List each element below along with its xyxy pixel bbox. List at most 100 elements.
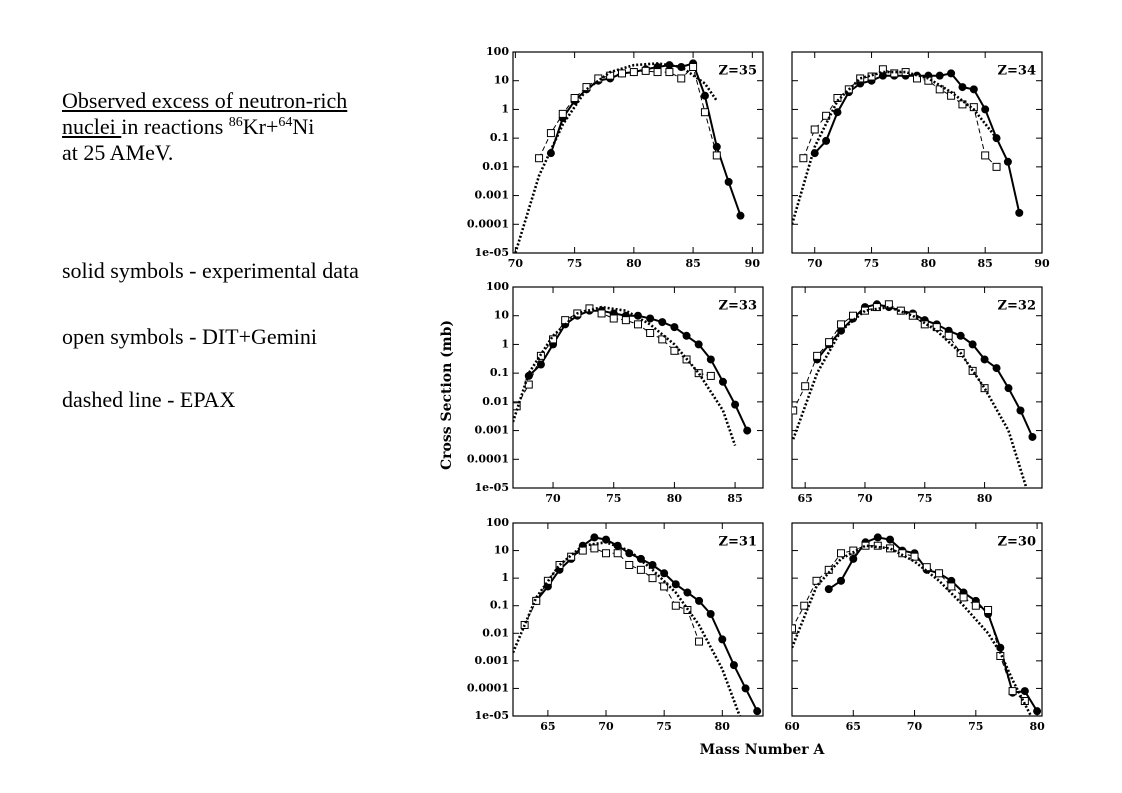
data-point xyxy=(532,596,541,605)
data-point xyxy=(753,707,762,716)
data-point xyxy=(810,125,819,134)
data-point xyxy=(878,65,887,74)
plot-area xyxy=(513,304,752,447)
mass-number: 64 xyxy=(278,115,293,130)
data-point xyxy=(980,384,989,393)
y-tick-label: 1 xyxy=(501,571,509,584)
heading: Observed excess of neutron-rich xyxy=(62,88,347,114)
y-tick-label: 0.01 xyxy=(482,160,509,173)
y-tick-label: 0.1 xyxy=(490,131,509,144)
data-point xyxy=(546,149,555,158)
series-line xyxy=(528,309,749,432)
panel-label: Z=32 xyxy=(998,299,1036,314)
data-point xyxy=(634,311,642,320)
series-line xyxy=(535,536,759,712)
y-tick-label: 0.1 xyxy=(490,366,509,379)
data-point xyxy=(1033,707,1042,716)
data-point xyxy=(549,335,558,344)
data-point xyxy=(660,569,669,578)
y-tick-label: 0.0001 xyxy=(467,681,509,694)
plot-area xyxy=(792,533,1042,716)
data-point xyxy=(558,109,567,118)
data-point xyxy=(689,63,698,72)
series-line xyxy=(524,547,700,642)
data-point xyxy=(653,68,662,77)
data-point xyxy=(873,541,882,550)
plot-frame xyxy=(791,522,1043,717)
data-point xyxy=(992,134,1001,143)
data-point xyxy=(837,576,846,585)
data-point xyxy=(958,100,967,109)
data-point xyxy=(700,91,709,100)
data-point xyxy=(833,108,842,117)
data-point xyxy=(706,610,715,619)
data-point xyxy=(706,355,715,364)
data-point xyxy=(801,382,810,391)
data-point xyxy=(536,360,545,369)
x-tick-label: 65 xyxy=(540,720,555,733)
x-tick-label: 80 xyxy=(667,492,683,505)
panel-label: Z=34 xyxy=(998,64,1036,79)
data-point xyxy=(578,546,587,555)
x-tick-label: 80 xyxy=(1029,720,1045,733)
y-tick-label: 1e-05 xyxy=(474,709,509,722)
series-line xyxy=(802,68,997,168)
data-point xyxy=(947,69,956,78)
data-point xyxy=(555,560,564,569)
data-point xyxy=(724,177,733,186)
plot-area xyxy=(792,300,1037,488)
y-tick-label: 0.1 xyxy=(490,599,509,612)
data-point xyxy=(884,300,893,309)
data-point xyxy=(613,549,622,558)
y-tick-label: 100 xyxy=(486,280,509,293)
heading-line: nuclei xyxy=(62,114,122,139)
data-point xyxy=(910,552,919,561)
data-point xyxy=(792,406,798,415)
data-point xyxy=(896,306,905,315)
y-tick-label: 0.0001 xyxy=(467,452,509,465)
x-tick-label: 85 xyxy=(978,257,993,270)
data-point xyxy=(935,85,944,94)
x-tick-label: 75 xyxy=(917,492,932,505)
data-point xyxy=(736,211,745,220)
data-point xyxy=(646,329,655,338)
series-line xyxy=(513,305,737,447)
data-point xyxy=(641,66,650,75)
y-tick-label: 1 xyxy=(501,337,509,350)
x-tick-label: 70 xyxy=(598,720,614,733)
data-point xyxy=(706,371,715,380)
data-point xyxy=(590,544,599,553)
x-tick-label: 85 xyxy=(727,492,742,505)
data-point xyxy=(800,601,809,610)
x-tick-label: 65 xyxy=(846,720,861,733)
data-point xyxy=(861,541,870,550)
data-point xyxy=(695,637,704,646)
data-point xyxy=(602,549,611,558)
x-axis-title: Mass Number A xyxy=(700,742,826,758)
data-point xyxy=(683,588,692,597)
data-point xyxy=(618,69,627,78)
notes: Observed excess of neutron-rich nuclei i… xyxy=(62,88,359,412)
series-line xyxy=(792,305,1028,488)
panel-label: Z=35 xyxy=(719,64,757,79)
x-tick-label: 80 xyxy=(715,720,731,733)
data-point xyxy=(658,318,667,327)
legend-text: dashed line - EPAX xyxy=(62,387,236,412)
data-point xyxy=(792,624,796,633)
y-tick-label: 100 xyxy=(486,516,509,529)
series-line xyxy=(792,303,986,411)
plot-frame xyxy=(791,286,1043,489)
data-point xyxy=(535,154,544,163)
data-point xyxy=(671,601,680,610)
plot-frame xyxy=(512,522,764,717)
x-tick-label: 70 xyxy=(907,720,923,733)
plot-area xyxy=(514,59,745,253)
data-point xyxy=(700,108,709,117)
y-tick-label: 0.001 xyxy=(475,189,509,202)
y-tick-label: 10 xyxy=(494,544,510,557)
y-tick-label: 0.0001 xyxy=(467,217,509,230)
data-point xyxy=(629,68,638,77)
data-point xyxy=(731,400,740,409)
y-tick-label: 0.01 xyxy=(482,395,509,408)
x-tick-label: 65 xyxy=(798,492,813,505)
